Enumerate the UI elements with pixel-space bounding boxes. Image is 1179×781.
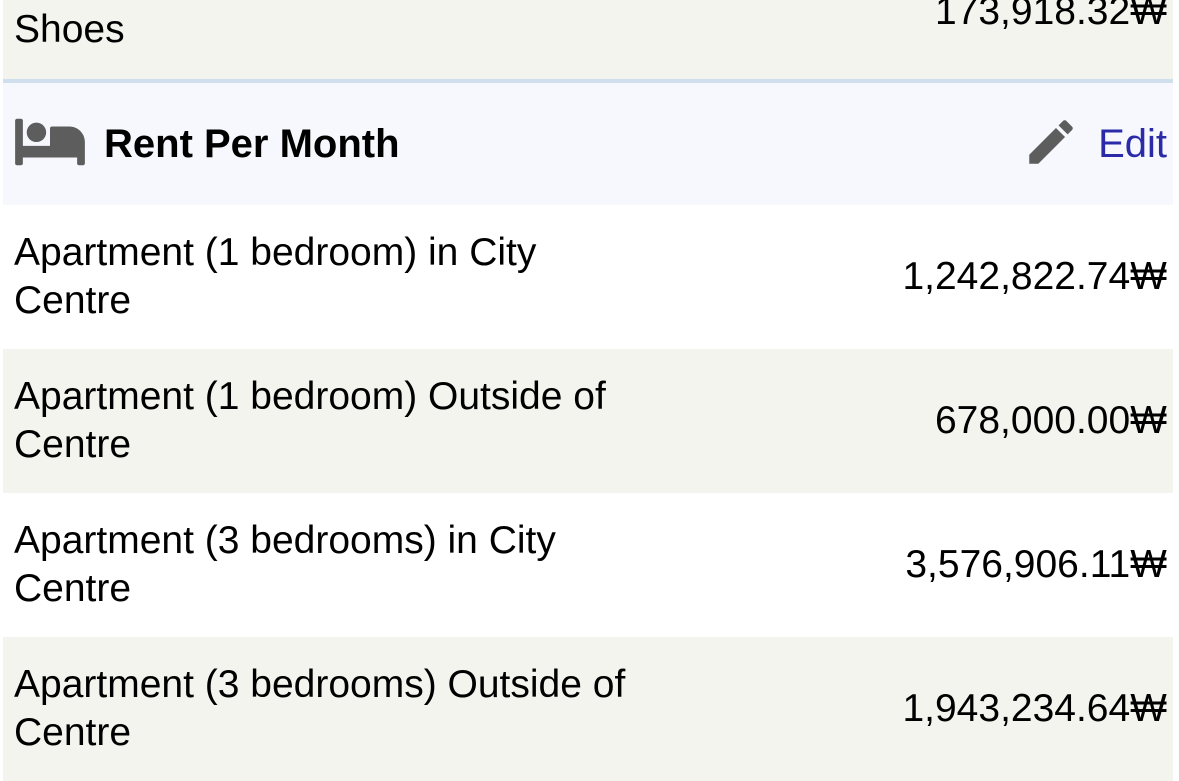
item-value: 1,242,822.74₩	[902, 255, 1167, 298]
item-label: Apartment (3 bedrooms) in City Centre	[14, 519, 556, 610]
pencil-icon[interactable]	[1022, 113, 1080, 176]
section-title: Rent Per Month	[104, 121, 400, 166]
rent-section-header: Rent Per Month Edit	[3, 83, 1173, 205]
item-label: Apartment (1 bedroom) Outside of Centre	[14, 375, 606, 466]
item-value: 173,918.32₩	[934, 0, 1167, 33]
table-row: Shoes 173,918.32₩	[3, 0, 1173, 79]
table-row: Apartment (3 bedrooms) Outside of Centre…	[3, 637, 1173, 781]
table-row: Apartment (3 bedrooms) in City Centre 3,…	[3, 493, 1173, 637]
item-label: Apartment (3 bedrooms) Outside of Centre	[14, 663, 626, 754]
item-value: 3,576,906.11₩	[905, 543, 1167, 586]
item-label: Apartment (1 bedroom) in City Centre	[14, 231, 537, 322]
item-label: Shoes	[14, 8, 125, 51]
cost-of-living-table: Shoes 173,918.32₩ Rent Per Month Edit Ap…	[3, 0, 1173, 781]
table-row: Apartment (1 bedroom) in City Centre 1,2…	[3, 205, 1173, 349]
table-row: Apartment (1 bedroom) Outside of Centre …	[3, 349, 1173, 493]
item-value: 1,943,234.64₩	[902, 687, 1167, 730]
edit-link[interactable]: Edit	[1098, 121, 1167, 166]
bed-icon	[14, 111, 86, 178]
item-value: 678,000.00₩	[934, 399, 1167, 442]
section-divider	[3, 79, 1173, 83]
